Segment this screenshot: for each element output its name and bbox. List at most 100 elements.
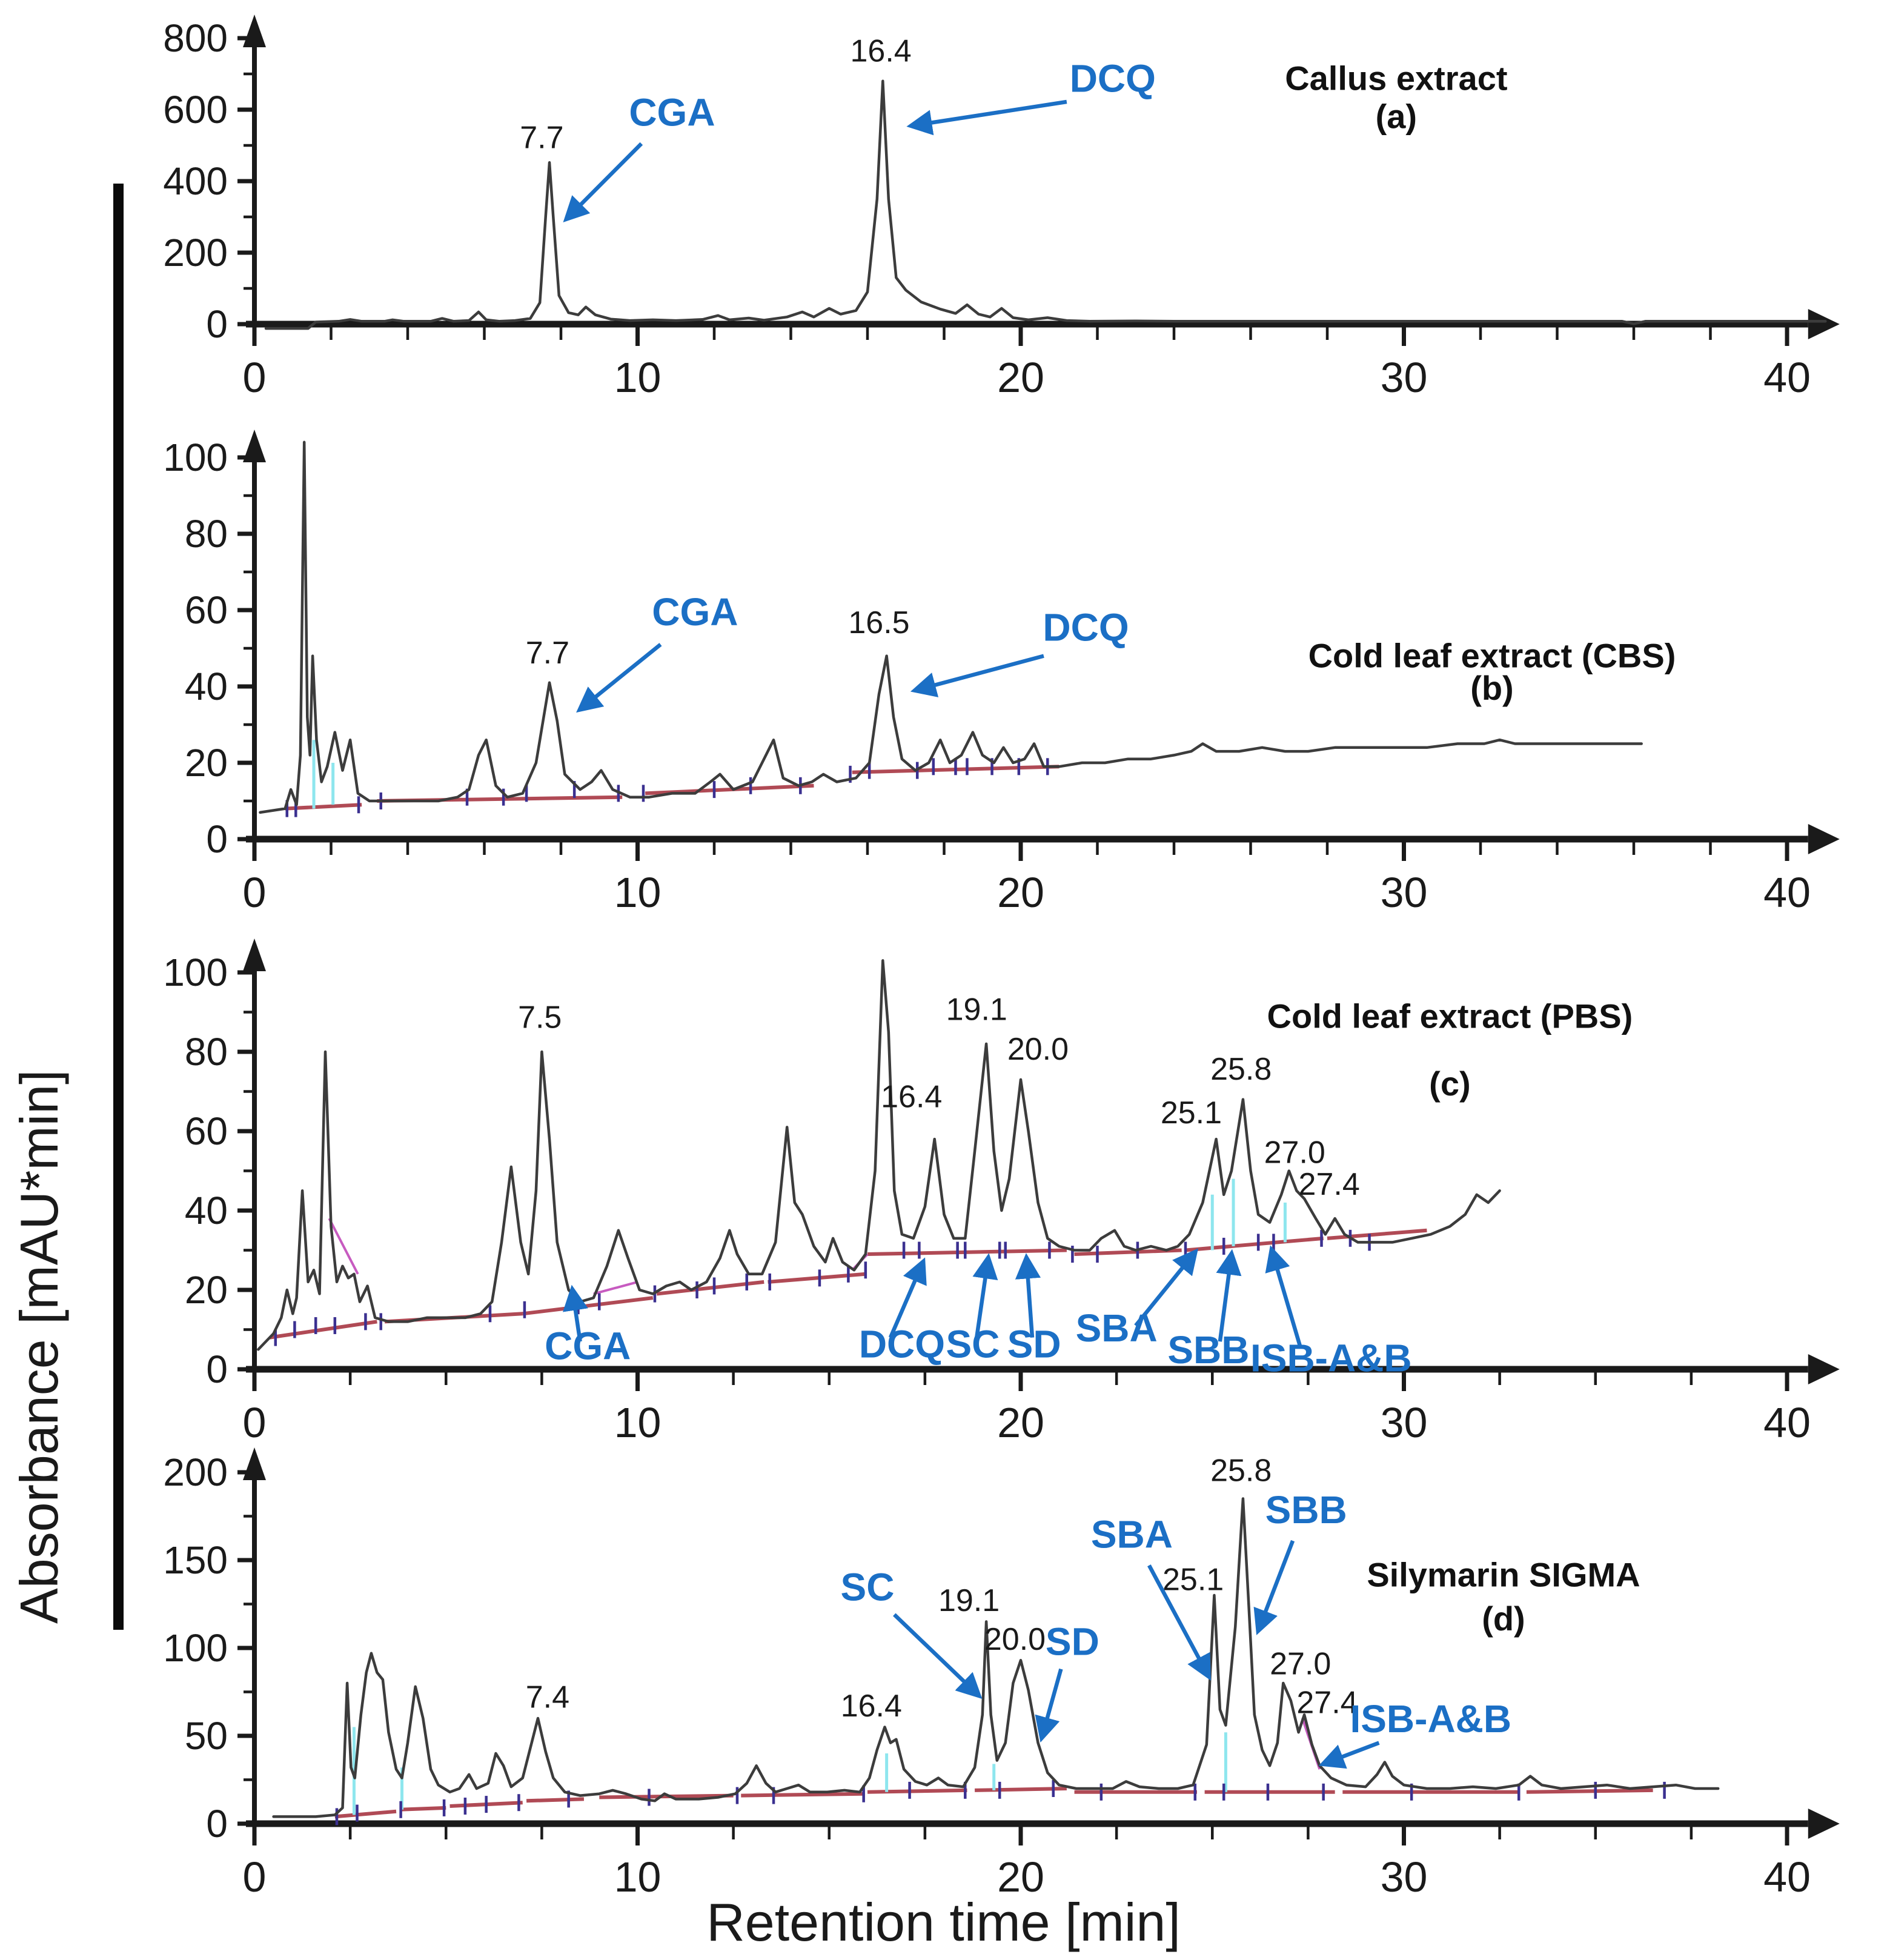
integration-baseline <box>1526 1788 1653 1794</box>
svg-text:0: 0 <box>243 1399 267 1446</box>
compound-label: DCQ <box>1070 57 1156 101</box>
svg-text:40: 40 <box>1763 1853 1811 1901</box>
svg-text:10: 10 <box>614 354 662 401</box>
magenta-baseline <box>593 1280 638 1295</box>
annotation-arrow-icon <box>576 643 662 713</box>
peak-rt-label: 20.0 <box>984 1622 1046 1657</box>
peak-rt-label: 25.8 <box>1210 1052 1272 1087</box>
integration-baseline <box>599 1793 734 1799</box>
compound-label: ISB-A&B <box>1250 1336 1412 1380</box>
svg-text:30: 30 <box>1381 1853 1428 1901</box>
peak-rt-label: 27.0 <box>1270 1647 1331 1682</box>
panel-c-plot: 0 10 20 30 40 0 20 40 60 80 100 7.5 16.4 19.120.0 25.1… <box>163 938 1840 1446</box>
compound-label: SC <box>841 1566 895 1609</box>
svg-text:60: 60 <box>185 1109 228 1153</box>
peak-rt-label: 27.4 <box>1299 1167 1360 1202</box>
panel-title: (d) <box>1482 1600 1525 1638</box>
compound-label: DCQ <box>859 1322 945 1366</box>
y-axis-arrow-icon <box>243 1447 266 1480</box>
integration-baseline <box>526 1797 585 1803</box>
peak-rt-label: 25.1 <box>1162 1562 1224 1597</box>
compound-label: SBB <box>1265 1488 1347 1532</box>
chromatogram-trace <box>257 959 1501 1351</box>
svg-text:40: 40 <box>185 665 228 708</box>
chromatogram-trace <box>272 1497 1720 1818</box>
compound-label: SD <box>1007 1322 1061 1366</box>
integration-baseline <box>741 1792 864 1798</box>
peak-rt-label: 27.0 <box>1264 1135 1325 1170</box>
svg-text:400: 400 <box>163 159 228 203</box>
panel-b: 0 10 20 30 40 0 20 40 60 80 100 7.7 16.5 CGA DCQ Cold l… <box>163 430 1840 916</box>
integration-baseline <box>334 1809 397 1819</box>
svg-text:80: 80 <box>185 512 228 556</box>
annotation-arrow-icon <box>893 1613 983 1699</box>
panel-d-plot: 0 10 20 30 40 0 50 100 150 200 7.4 16.4 19.1 20.0 25.1… <box>163 1447 1840 1901</box>
svg-text:20: 20 <box>185 741 228 785</box>
chromatogram-trace <box>264 79 1827 330</box>
svg-text:20: 20 <box>997 354 1044 401</box>
svg-text:100: 100 <box>163 1626 228 1670</box>
annotation-arrow-icon <box>1253 1540 1295 1635</box>
svg-text:20: 20 <box>997 869 1044 916</box>
integration-baseline <box>768 1272 866 1284</box>
y-axis-arrow-icon <box>243 938 266 971</box>
peak-rt-label: 16.4 <box>881 1080 942 1115</box>
peak-rt-label: 7.4 <box>526 1680 569 1715</box>
annotation-arrow-icon <box>1318 1741 1380 1769</box>
svg-text:40: 40 <box>1763 1399 1811 1446</box>
annotation-arrow-icon <box>1265 1245 1302 1348</box>
panel-title: Callus extract <box>1285 59 1507 98</box>
integration-baseline <box>400 1806 446 1812</box>
integration-baseline <box>1327 1228 1427 1240</box>
integration-baseline <box>867 1788 967 1794</box>
svg-text:10: 10 <box>614 1853 662 1901</box>
shared-axis-bar <box>113 184 124 1630</box>
svg-text:60: 60 <box>185 588 228 632</box>
x-axis-arrow-icon <box>1808 824 1840 854</box>
svg-text:10: 10 <box>614 869 662 916</box>
y-axis-arrow-icon <box>243 430 266 462</box>
integration-baseline <box>975 1787 1067 1792</box>
svg-text:100: 100 <box>163 951 228 994</box>
annotation-arrow-icon <box>1134 1248 1199 1327</box>
peak-rt-label: 25.1 <box>1161 1095 1222 1131</box>
svg-text:30: 30 <box>1381 1399 1428 1446</box>
svg-text:800: 800 <box>163 16 228 60</box>
integration-baseline <box>269 1320 377 1340</box>
svg-text:20: 20 <box>185 1268 228 1312</box>
compound-label: CGA <box>652 590 738 634</box>
peak-rt-label: 7.5 <box>518 1000 562 1035</box>
peak-rt-label: 27.4 <box>1296 1685 1358 1720</box>
svg-text:600: 600 <box>163 88 228 131</box>
compound-label: SC <box>946 1322 1000 1366</box>
svg-text:0: 0 <box>206 1802 228 1845</box>
annotation-arrow-icon <box>972 1253 998 1338</box>
annotation-arrow-icon <box>563 142 643 222</box>
peak-rt-label: 16.4 <box>851 33 912 68</box>
annotation-arrow-icon <box>888 1257 927 1338</box>
compound-label: DCQ <box>1043 605 1129 649</box>
svg-text:40: 40 <box>1763 354 1811 401</box>
svg-text:20: 20 <box>997 1853 1044 1901</box>
compound-label: ISB-A&B <box>1350 1697 1511 1741</box>
chromatogram-trace <box>259 440 1643 814</box>
annotation-arrow-icon <box>563 1284 588 1342</box>
x-axis-arrow-icon <box>1808 309 1840 339</box>
svg-text:0: 0 <box>243 1853 267 1901</box>
compound-label: SD <box>1046 1620 1099 1664</box>
svg-text:150: 150 <box>163 1538 228 1582</box>
svg-text:100: 100 <box>163 436 228 479</box>
peak-rt-label: 7.7 <box>526 636 569 671</box>
svg-text:200: 200 <box>163 231 228 274</box>
peak-rt-label: 20.0 <box>1007 1032 1069 1067</box>
svg-text:30: 30 <box>1381 354 1428 401</box>
svg-text:20: 20 <box>997 1399 1044 1446</box>
magenta-baseline <box>328 1218 359 1275</box>
svg-text:40: 40 <box>1763 869 1811 916</box>
peak-rt-label: 7.7 <box>520 121 563 156</box>
panel-title: (c) <box>1429 1065 1470 1103</box>
compound-label: SBA <box>1076 1306 1158 1350</box>
svg-text:200: 200 <box>163 1450 228 1494</box>
peak-rt-label: 16.4 <box>841 1689 902 1724</box>
